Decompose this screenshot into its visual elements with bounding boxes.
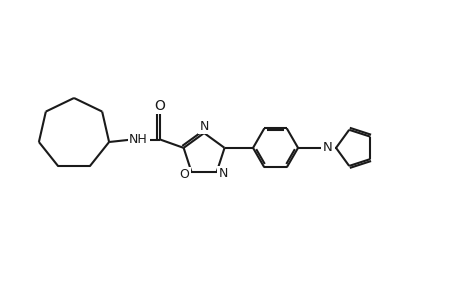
Text: N: N [322, 141, 332, 154]
Text: N: N [218, 167, 228, 180]
Text: O: O [154, 98, 165, 112]
Text: O: O [179, 168, 189, 182]
Text: NH: NH [129, 133, 148, 146]
Text: N: N [199, 119, 208, 133]
